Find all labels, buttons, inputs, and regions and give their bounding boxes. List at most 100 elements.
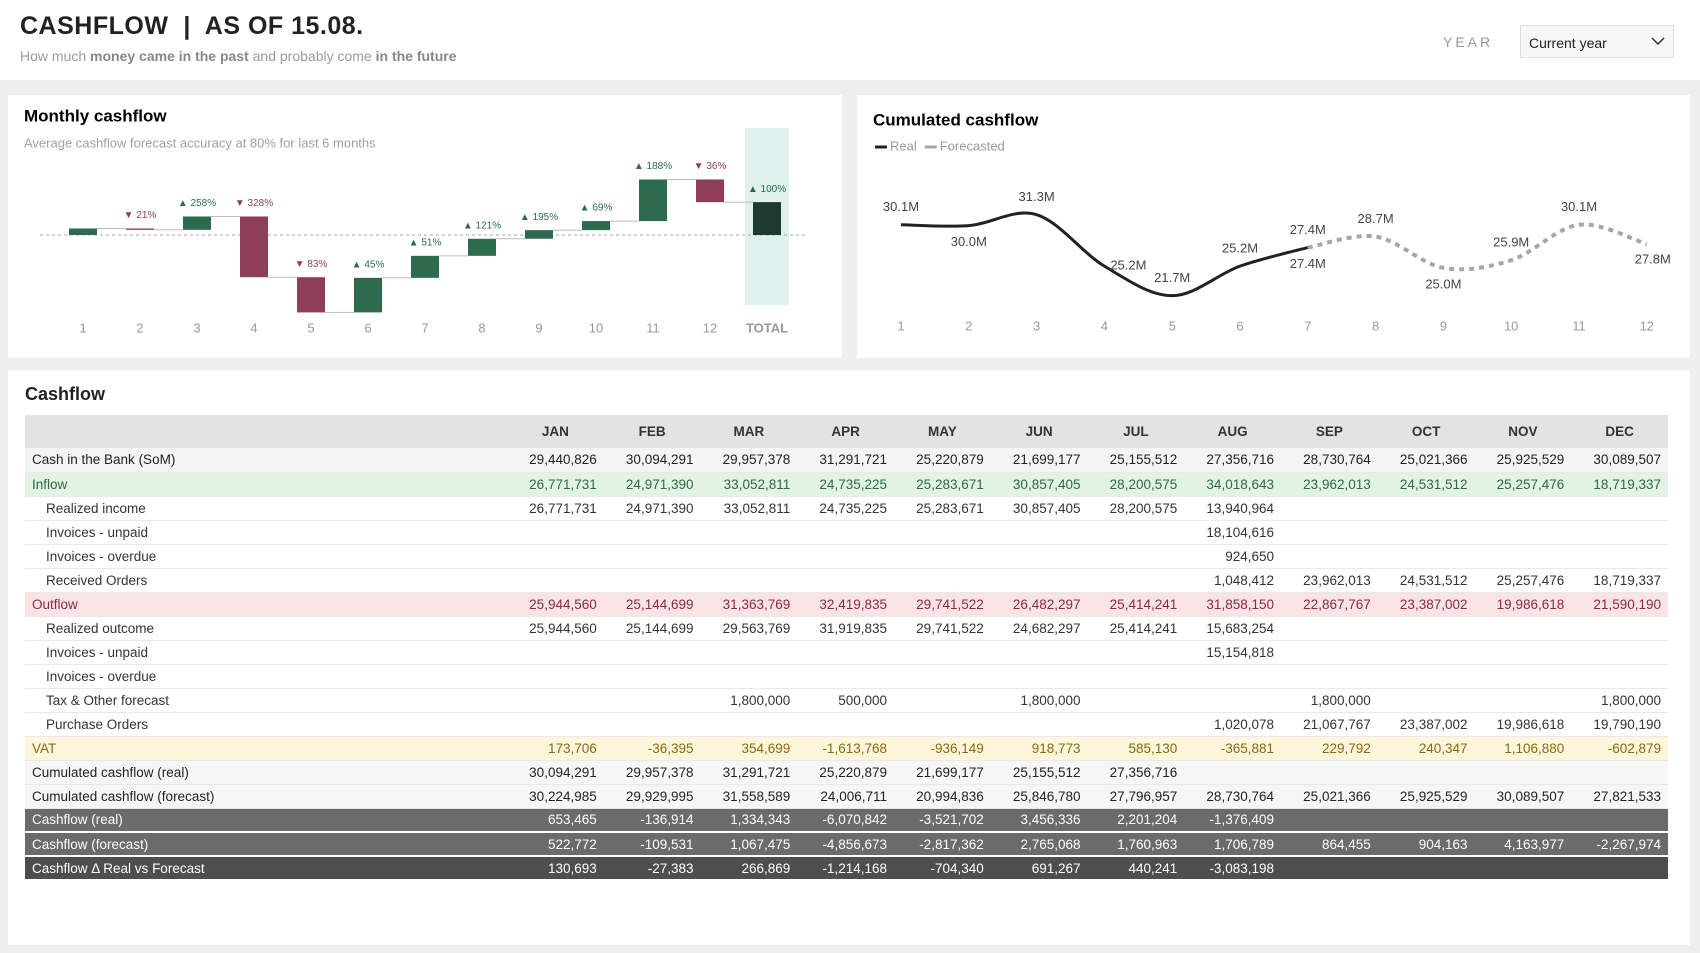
table-cell [1571, 640, 1668, 665]
x-tick-label: 11 [646, 320, 660, 335]
row-label: Invoices - overdue [25, 664, 507, 689]
table-cell [1571, 496, 1668, 521]
table-cell: 1,800,000 [1571, 688, 1668, 713]
change-label: ▼ 328% [235, 198, 273, 209]
table-row: Realized outcome 25,944,560 25,144,699 29,5… [25, 616, 1668, 641]
table-cell: 33,052,811 [700, 496, 798, 521]
table-cell [1281, 640, 1378, 665]
bar [582, 221, 610, 231]
table-cell: 653,465 [507, 808, 604, 833]
row-label: Cashflow Δ Real vs Forecast [25, 856, 507, 881]
table-cell [990, 712, 1088, 737]
table-cell: 1,800,000 [700, 688, 798, 713]
table-cell: 31,291,721 [797, 448, 894, 473]
row-label: Cash in the Bank (SoM) [25, 448, 507, 473]
bar [354, 277, 382, 313]
x-tick-label: 7 [421, 320, 428, 335]
chevron-icon [1651, 37, 1665, 46]
table-cell [1377, 688, 1475, 713]
table-cell [1087, 568, 1185, 593]
table-row: Realized income 26,771,731 24,971,390 33,05… [25, 496, 1668, 521]
chart-title: Cumulated cashflow [873, 110, 1039, 129]
table-cell: 864,455 [1281, 832, 1378, 857]
table-cell: 31,858,150 [1184, 592, 1281, 617]
x-tick-label: 8 [478, 320, 485, 335]
row-label: VAT [25, 736, 507, 761]
table-cell: 34,018,643 [1184, 472, 1281, 497]
table-cell: 29,957,378 [603, 760, 701, 785]
table-row: Tax & Other forecast 1,800,000 500,000 1,80… [25, 688, 1668, 713]
data-label: 25.0M [1425, 276, 1461, 291]
table-cell: -365,881 [1184, 736, 1281, 761]
data-label: 25.2M [1222, 241, 1258, 256]
table-panel: Cashflow JAN FEB MAR APR MAY JUN JUL AUG SEP OCT N… [8, 370, 1690, 945]
table-cell: 25,155,512 [1087, 448, 1185, 473]
table-cell: 31,363,769 [700, 592, 798, 617]
table-cell [603, 568, 701, 593]
table-cell: 691,267 [990, 856, 1088, 881]
year-dropdown[interactable]: Current year [1520, 25, 1674, 58]
row-label: Cashflow (real) [25, 808, 507, 833]
table-cell: -602,879 [1571, 736, 1668, 761]
table-cell: -36,395 [603, 736, 701, 761]
table-cell [1571, 520, 1668, 545]
table-cell [894, 544, 991, 569]
table-cell: 1,800,000 [990, 688, 1088, 713]
table-cell: -6,070,842 [797, 808, 894, 833]
table-row: Cumulated cashflow (real) 30,094,291 29,95… [25, 760, 1668, 785]
table-cell: 28,730,764 [1184, 784, 1281, 809]
bar [297, 277, 325, 313]
table-cell: 266,869 [700, 856, 798, 881]
table-cell [990, 544, 1088, 569]
table-cell [507, 568, 604, 593]
table-cell: 1,706,789 [1184, 832, 1281, 857]
table-cell [507, 712, 604, 737]
header-cell [25, 415, 507, 448]
row-label: Cumulated cashflow (forecast) [25, 784, 507, 809]
legend-label: Real [890, 138, 917, 153]
table-row: Invoices - overdue [25, 664, 1668, 689]
table-cell [1184, 760, 1281, 785]
table-cell [1281, 808, 1378, 833]
table-cell [1281, 664, 1378, 689]
table-cell [1571, 760, 1668, 785]
table-cell [1474, 616, 1572, 641]
table-cell: 924,650 [1184, 544, 1281, 569]
change-label: ▼ 21% [124, 210, 157, 221]
data-label: 30.0M [951, 234, 987, 249]
column-header: NOV [1474, 415, 1572, 448]
table-cell: 25,021,366 [1377, 448, 1475, 473]
table-cell: 904,163 [1377, 832, 1475, 857]
x-tick-label: 1 [79, 320, 86, 335]
table-cell: 27,356,716 [1184, 448, 1281, 473]
table-cell [603, 664, 701, 689]
table-cell: 31,919,835 [797, 616, 894, 641]
bar [696, 179, 724, 203]
table-row: Inflow 26,771,731 24,971,390 33,052,811 24,7… [25, 472, 1668, 497]
table-cell: -4,856,673 [797, 832, 894, 857]
table-cell [1377, 664, 1475, 689]
table-cell: 18,719,337 [1571, 472, 1668, 497]
table-cell [700, 544, 798, 569]
column-header: FEB [603, 415, 701, 448]
row-label: Outflow [25, 592, 507, 617]
table-cell [797, 568, 894, 593]
table-cell [1474, 640, 1572, 665]
table-cell: 585,130 [1087, 736, 1185, 761]
table-cell [507, 664, 604, 689]
table-cell: -1,376,409 [1184, 808, 1281, 833]
table-cell [1571, 808, 1668, 833]
table-cell: 29,741,522 [894, 592, 991, 617]
table-cell [797, 664, 894, 689]
bar [411, 255, 439, 278]
table-cell: 25,925,529 [1474, 448, 1572, 473]
table-cell: 26,771,731 [507, 496, 604, 521]
x-tick-label: 3 [193, 320, 200, 335]
table-cell: 27,356,716 [1087, 760, 1185, 785]
table-cell: 28,730,764 [1281, 448, 1378, 473]
table-cell: 1,106,880 [1474, 736, 1572, 761]
table-cell: 25,283,671 [894, 496, 991, 521]
change-label: ▼ 83% [295, 259, 328, 270]
table-cell: 29,741,522 [894, 616, 991, 641]
x-tick-label: 1 [897, 318, 904, 333]
